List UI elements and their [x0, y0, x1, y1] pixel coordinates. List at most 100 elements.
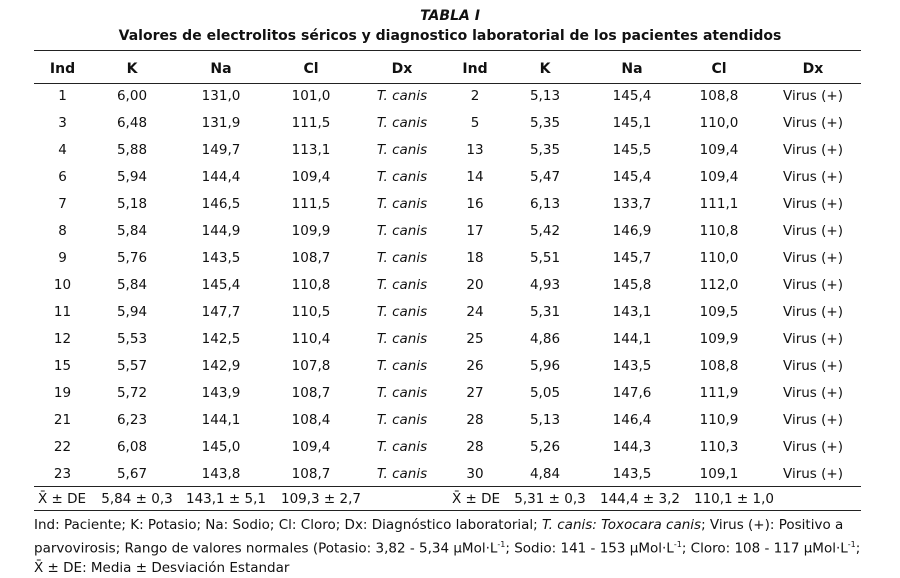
table-cell: 27: [466, 384, 484, 401]
table-row: 15 5,57 142,9 107,8 T. canis 26 5,96 143,5 108,8…: [34, 352, 861, 379]
table-cell: 108,8: [699, 87, 739, 104]
summary-label: X̄ ± DE: [452, 491, 501, 507]
table-cell: 5,13: [529, 411, 561, 428]
table-cell: 18: [466, 249, 484, 266]
table-cell: Virus (+): [783, 357, 843, 374]
table-cell: 108,7: [291, 249, 331, 266]
table-cell: 145,1: [612, 114, 652, 131]
table-cell: 5,31: [529, 303, 561, 320]
table-cell: 12: [53, 330, 72, 347]
table-cell: 5,53: [116, 330, 148, 347]
table-cell: 111,5: [291, 114, 331, 131]
table-cell: 6,13: [529, 195, 561, 212]
column-header: Ind: [462, 60, 488, 77]
table-cell: 28: [466, 411, 484, 428]
table-cell: 108,7: [291, 465, 331, 482]
column-header: Cl: [711, 60, 727, 77]
table-cell: Virus (+): [783, 87, 843, 104]
table-cell: 26: [466, 357, 484, 374]
table-row: 4 5,88 149,7 113,1 T. canis 13 5,35 145,5 109,4 V…: [34, 136, 861, 163]
table-cell: Virus (+): [783, 222, 843, 239]
table-cell: 6,23: [116, 411, 148, 428]
summary-k: 5,84 ± 0,3: [101, 491, 173, 507]
table-cell: 5,57: [116, 357, 148, 374]
table-cell: 11: [53, 303, 72, 320]
table-cell: T. canis: [376, 114, 428, 131]
table-cell: 1: [58, 87, 67, 104]
table-cell: 22: [53, 438, 72, 455]
table-row: 6 5,94 144,4 109,4 T. canis 14 5,47 145,4 109,4 V…: [34, 163, 861, 190]
table-cell: 28: [466, 438, 484, 455]
table-cell: 24: [466, 303, 484, 320]
header-rule: [34, 83, 861, 84]
table-cell: Virus (+): [783, 465, 843, 482]
table-row: 23 5,67 143,8 108,7 T. canis 30 4,84 143,5 109,1…: [34, 460, 861, 487]
summary-k: 5,31 ± 0,3: [514, 491, 586, 507]
table-header-row: Ind K Na Cl Dx Ind K Na Cl Dx: [34, 55, 861, 82]
table-cell: 4,84: [529, 465, 561, 482]
table-cell: 5,42: [529, 222, 561, 239]
summary-label: X̄ ± DE: [38, 491, 87, 507]
table-cell: 147,7: [201, 303, 241, 320]
summary-cl: 110,1 ± 1,0: [693, 491, 774, 507]
table-cell: 112,0: [699, 276, 739, 293]
table-cell: 111,9: [699, 384, 739, 401]
table-cell: 146,4: [612, 411, 652, 428]
table-cell: 143,1: [612, 303, 652, 320]
table-cell: 109,9: [699, 330, 739, 347]
table-cell: 21: [53, 411, 72, 428]
table-cell: 109,9: [291, 222, 331, 239]
table-title: Valores de electrolitos séricos y diagno…: [118, 28, 782, 44]
table-cell: 109,4: [291, 438, 331, 455]
table-cell: 146,9: [612, 222, 652, 239]
table-cell: 5,05: [529, 384, 561, 401]
table-row: 22 6,08 145,0 109,4 T. canis 28 5,26 144,3 110,3…: [34, 433, 861, 460]
column-header: Na: [621, 60, 643, 77]
table-cell: 144,1: [612, 330, 652, 347]
column-header: K: [539, 60, 551, 77]
table-cell: 9: [58, 249, 67, 266]
table-cell: T. canis: [376, 303, 428, 320]
column-header: Ind: [49, 60, 76, 77]
table-cell: 149,7: [201, 141, 241, 158]
table-cell: 19: [53, 384, 72, 401]
table-cell: 16: [466, 195, 484, 212]
table-cell: 101,0: [291, 87, 331, 104]
table-label: TABLA I: [420, 8, 480, 24]
table-cell: Virus (+): [783, 384, 843, 401]
table-cell: 144,9: [201, 222, 241, 239]
table-cell: 4,93: [529, 276, 561, 293]
column-header: K: [126, 60, 138, 77]
table-row: 21 6,23 144,1 108,4 T. canis 28 5,13 146,4 110,9…: [34, 406, 861, 433]
table-cell: 5,72: [116, 384, 148, 401]
table-cell: 110,8: [291, 276, 331, 293]
table-cell: 109,1: [699, 465, 739, 482]
table-cell: 145,4: [201, 276, 241, 293]
table-cell: 5,88: [116, 141, 148, 158]
summary-na: 144,4 ± 3,2: [599, 491, 680, 507]
table-cell: 2: [470, 87, 480, 104]
table-row: 9 5,76 143,5 108,7 T. canis 18 5,51 145,7 110,0 V…: [34, 244, 861, 271]
table-cell: 20: [466, 276, 484, 293]
table-cell: 111,5: [291, 195, 331, 212]
table-cell: 145,0: [201, 438, 241, 455]
table-cell: 147,6: [612, 384, 652, 401]
table-cell: 5,94: [116, 303, 148, 320]
table-cell: 109,4: [291, 168, 331, 185]
table-cell: 145,8: [612, 276, 652, 293]
table-cell: 142,5: [201, 330, 241, 347]
table-cell: 131,9: [201, 114, 241, 131]
table-cell: 144,1: [201, 411, 241, 428]
table-cell: T. canis: [376, 330, 428, 347]
summary-left: X̄ ± DE 5,84 ± 0,3 143,1 ± 5,1 109,3 ± 2,7: [38, 491, 366, 507]
table-cell: 5,18: [116, 195, 148, 212]
table-cell: 133,7: [612, 195, 652, 212]
table-cell: 144,4: [201, 168, 241, 185]
table-cell: 143,8: [201, 465, 241, 482]
table-cell: 145,4: [612, 168, 652, 185]
table-cell: 109,4: [699, 141, 739, 158]
table-cell: 15: [53, 357, 72, 374]
table-cell: Virus (+): [783, 141, 843, 158]
table-cell: 110,8: [699, 222, 739, 239]
column-header: Dx: [391, 60, 413, 77]
